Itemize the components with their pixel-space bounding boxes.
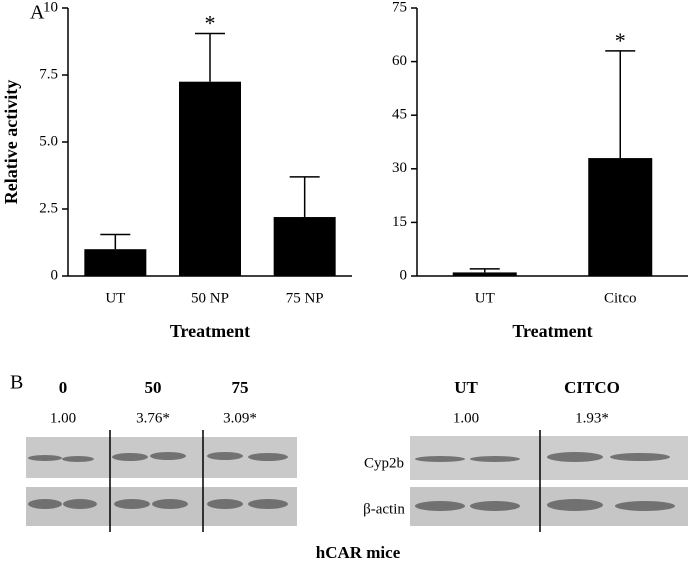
bar [452,272,517,276]
ratio-label: 1.00 [50,410,76,426]
y-tick-label: 0 [400,267,408,283]
error-bar [100,233,131,250]
y-tick-label: 0 [51,267,59,283]
y-tick-label: 45 [392,107,407,123]
caption: hCAR mice [316,543,401,562]
x-tick-label: 75 NP [286,290,324,306]
bar [179,81,241,276]
panel-label: A [30,2,45,24]
y-axis-label: Relative activity [1,80,21,204]
error-bar [195,32,225,82]
row-label: Cyp2b [364,455,404,471]
y-tick-label: 5.0 [39,133,58,149]
x-tick-label: 50 NP [191,290,229,306]
ratio-label: 1.93* [575,410,609,426]
ratio-label: 3.09* [223,410,257,426]
group-label: UT [454,378,478,397]
ratio-label: 1.00 [453,410,479,426]
x-axis-label: Treatment [512,321,592,341]
y-tick-label: 10 [43,0,58,15]
group-label: 75 [232,378,249,397]
error-bar [469,268,500,273]
y-tick-label: 7.5 [39,66,58,82]
group-label: CITCO [564,378,620,397]
group-label: 50 [145,378,162,397]
y-tick-label: 75 [392,0,407,15]
error-bar [289,176,320,218]
x-tick-label: Citco [604,290,637,306]
error-bar [605,50,636,159]
x-tick-label: UT [475,290,495,306]
group-label: 0 [59,378,68,397]
ratio-label: 3.76* [136,410,170,426]
x-axis-label: Treatment [170,321,250,341]
y-tick-label: 60 [392,53,407,69]
y-tick-label: 2.5 [39,200,58,216]
row-label: β-actin [363,501,405,517]
y-tick-label: 30 [392,160,407,176]
bar [273,217,336,276]
bar [84,249,147,276]
annotation: * [205,11,216,36]
panel-label: B [10,372,23,394]
y-tick-label: 15 [392,214,407,230]
blot-image [26,430,688,532]
annotation: * [615,28,626,53]
x-tick-label: UT [105,290,125,306]
bar [588,158,653,276]
